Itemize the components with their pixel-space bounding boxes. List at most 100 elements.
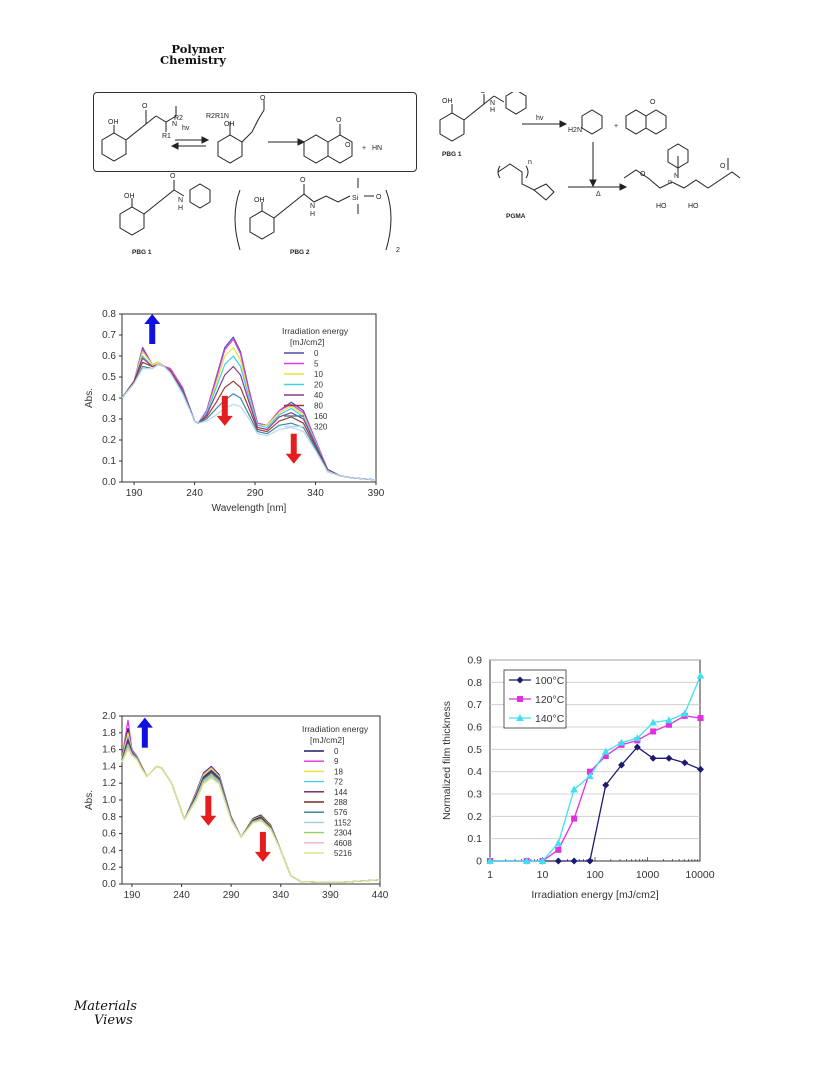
scheme1-pbg2-n: N <box>310 203 315 210</box>
y-tick-label: 1.4 <box>102 761 116 772</box>
scheme1-cyclization-arrowhead <box>297 138 306 146</box>
uv-spectra-chart-pbg2: 0.0 0.2 0.4 0.6 0.8 1.0 1.2 1.4 1.6 1.8 2.0 190 240 2… <box>84 711 389 898</box>
marker-100°C <box>665 754 673 762</box>
increase-arrow-shaft <box>149 322 156 344</box>
marker-100°C <box>633 743 641 751</box>
y-tick-label: 0.7 <box>102 330 116 341</box>
scheme2-h2n-label: H2N <box>568 127 582 134</box>
scheme2-o4-label: O <box>640 171 646 178</box>
y-tick-label: 0.1 <box>467 833 482 845</box>
y-tick-label: 0.2 <box>102 435 116 446</box>
marker-100°C <box>586 857 594 865</box>
scheme2-n2-label: n <box>668 179 672 186</box>
scheme2-down-arrowhead <box>589 179 597 188</box>
legend-label-160: 160 <box>314 412 328 421</box>
legend-label-288: 288 <box>334 798 348 807</box>
scheme1-coumarin-ring-a <box>303 134 329 164</box>
legend-label-1152: 1152 <box>334 818 352 827</box>
x-tick-label: 390 <box>322 890 339 898</box>
series-line-100°C <box>490 746 701 862</box>
y-axis-label: Abs. <box>84 388 95 408</box>
decrease-arrow-1-head <box>216 415 233 426</box>
scheme1-coumarin-ring-b <box>327 134 353 164</box>
scheme1-pbg2-oh: OH <box>254 197 265 204</box>
legend-label-144: 144 <box>334 788 348 797</box>
scheme1-pbg2-ring <box>249 210 275 240</box>
marker-120°C <box>665 721 672 728</box>
scheme1-reactant-ring <box>101 132 127 162</box>
series-line-320 <box>121 363 377 481</box>
y-tick-label: 0.7 <box>467 699 482 711</box>
logo-line2: Views <box>94 1013 133 1028</box>
legend-label-2304: 2304 <box>334 829 352 838</box>
x-tick-label: 440 <box>372 890 389 898</box>
legend-title: Irradiation energy <box>302 724 369 734</box>
y-tick-label: 0.3 <box>467 789 482 801</box>
scheme2-ho1-label: HO <box>656 203 667 210</box>
marker-140°C <box>665 716 673 724</box>
uv-spectra-chart-pbg1: 0.0 0.1 0.2 0.3 0.4 0.5 0.6 0.7 0.8 190 240 290 340 3… <box>84 309 385 514</box>
scheme1-pbg2-si: Si <box>352 195 359 202</box>
scheme1-pbg1-n: N <box>178 197 183 204</box>
x-tick-label: 190 <box>126 488 143 499</box>
scheme2-coumarin-ring-b <box>645 109 667 135</box>
increase-arrow-head <box>136 717 153 728</box>
y-tick-label: 0 <box>476 856 482 868</box>
marker-100°C <box>649 754 657 762</box>
legend-label-9: 9 <box>334 757 339 766</box>
scheme2-o3-label: O <box>720 163 726 170</box>
y-tick-label: 1.0 <box>102 795 116 806</box>
legend-marker-100°C <box>516 676 524 684</box>
scheme1-forward-arrowhead <box>201 136 210 144</box>
marker-140°C <box>633 734 642 742</box>
series-line-5216 <box>121 748 381 883</box>
x-tick-label: 340 <box>272 890 289 898</box>
scheme1-pbg1-ring <box>119 206 145 236</box>
marker-140°C <box>554 839 563 847</box>
marker-100°C <box>618 761 626 769</box>
y-tick-label: 2.0 <box>102 711 116 722</box>
scheme2-pbg1-ring <box>439 112 465 142</box>
scheme1-pbg1-h: H <box>178 205 183 212</box>
y-axis-label: Normalized film thickness <box>441 701 453 820</box>
legend-label-0: 0 <box>314 349 319 358</box>
scheme1-pbg2-label: PBG 2 <box>290 249 310 256</box>
marker-120°C <box>571 815 578 822</box>
legend-label-18: 18 <box>334 767 343 776</box>
legend-label-10: 10 <box>314 370 323 379</box>
x-tick-label: 1 <box>487 869 493 881</box>
decrease-arrow-1-head <box>200 815 217 826</box>
y-tick-label: 1.6 <box>102 745 116 756</box>
scheme2-coumarin-ring-a <box>625 109 647 135</box>
legend-label-120°C: 120°C <box>535 694 565 706</box>
scheme1-o3-label: O <box>336 117 342 124</box>
scheme1-r1-label: R1 <box>162 133 171 140</box>
decrease-arrow-2-shaft <box>290 433 297 456</box>
scheme1-r2r1n-label: R2R1N <box>206 113 229 120</box>
marker-140°C <box>586 772 594 780</box>
legend-label-40: 40 <box>314 391 323 400</box>
marker-140°C <box>601 747 610 755</box>
scheme2-delta-arrowhead <box>619 183 628 191</box>
journal-name-line1: Polymer <box>171 42 224 56</box>
y-tick-label: 0.2 <box>467 811 482 823</box>
legend-label-576: 576 <box>334 808 348 817</box>
marker-100°C <box>554 857 562 865</box>
y-tick-label: 0.6 <box>102 351 116 362</box>
decrease-arrow-2-head <box>254 851 271 862</box>
x-tick-label: 240 <box>186 488 203 499</box>
logo-line1: Materials <box>74 999 137 1014</box>
materials-views-logo: Materials Views <box>74 1000 144 1028</box>
marker-120°C <box>586 768 593 775</box>
marker-120°C <box>650 728 657 735</box>
y-tick-label: 0.5 <box>102 372 116 383</box>
y-tick-label: 0.5 <box>467 744 482 756</box>
legend-label-140°C: 140°C <box>535 713 565 725</box>
legend-label-80: 80 <box>314 402 323 411</box>
y-tick-label: 1.8 <box>102 728 116 739</box>
legend-unit: [mJ/cm2] <box>290 337 324 347</box>
marker-140°C <box>486 857 494 864</box>
marker-140°C <box>617 738 626 746</box>
scheme2-product-cyclohexyl <box>667 143 689 169</box>
scheme1-pbg1-cyclohexyl <box>189 183 211 209</box>
